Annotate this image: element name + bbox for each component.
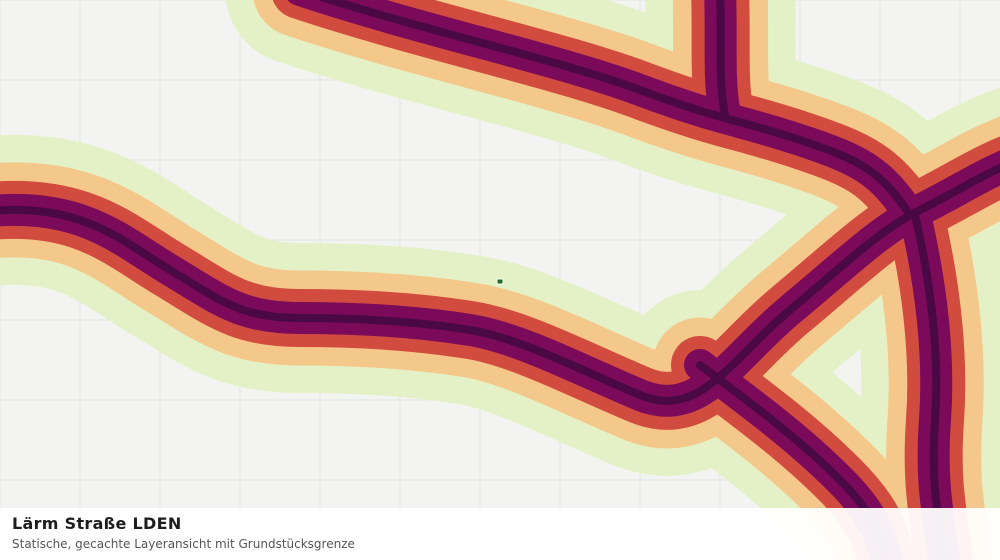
noise-band-extreme: [0, 163, 1000, 405]
noise-band-extreme: [716, 0, 729, 119]
layer-title: Lärm Straße LDEN: [12, 514, 182, 533]
caption-bar: Lärm Straße LDEN Statische, gecachte Lay…: [0, 508, 1000, 560]
layer-subtitle: Statische, gecachte Layeransicht mit Gru…: [12, 537, 355, 551]
noise-band-extreme: [317, 0, 914, 219]
location-marker: [496, 278, 504, 285]
